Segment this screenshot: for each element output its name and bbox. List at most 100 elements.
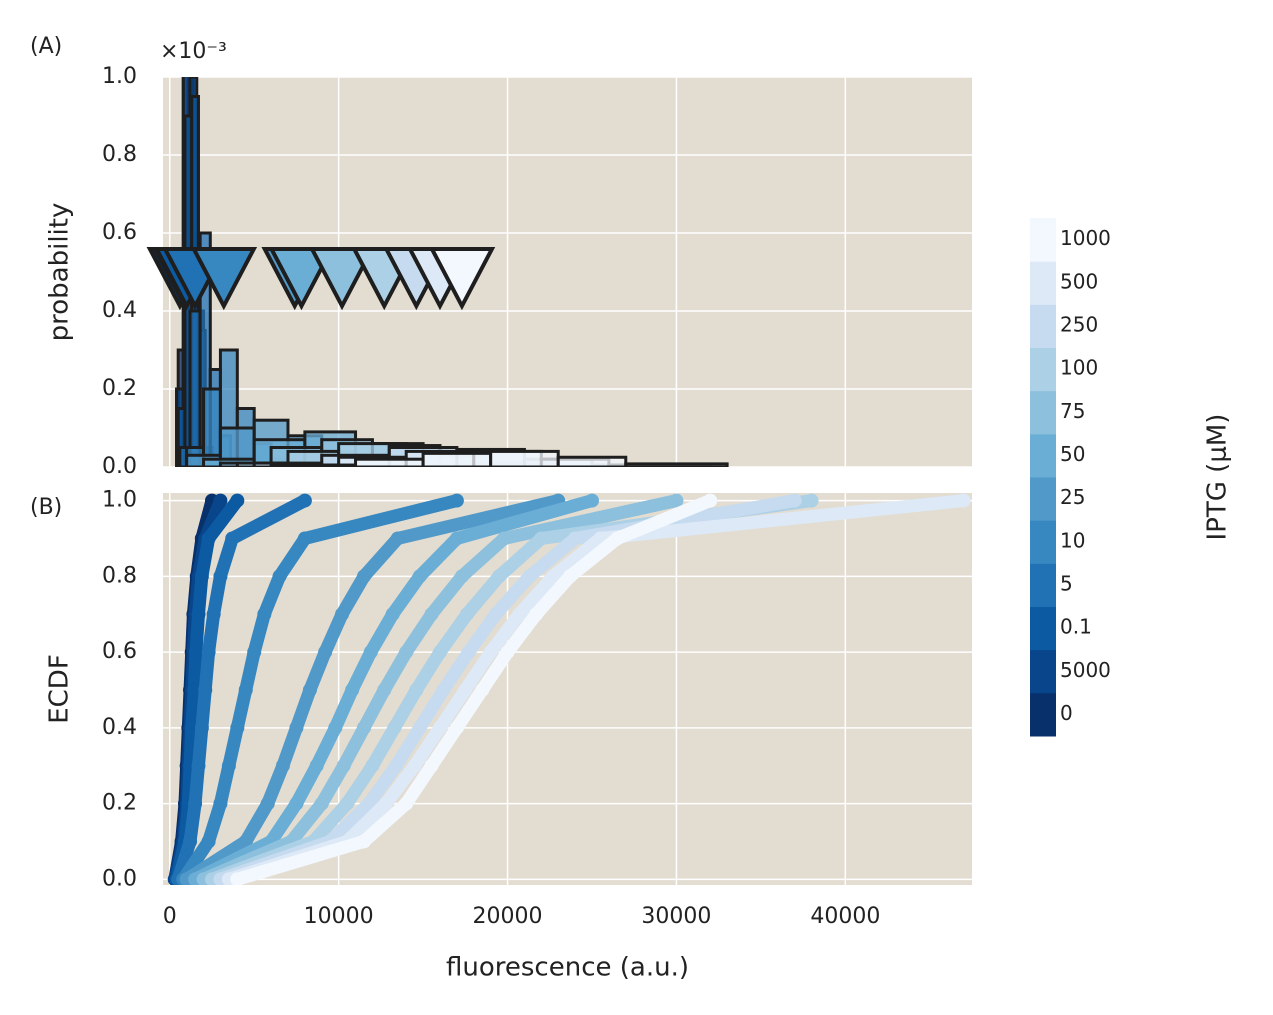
- ecdf-point: [213, 796, 228, 811]
- axis-offset-label: ×10⁻³: [160, 39, 227, 64]
- ecdf-point: [289, 720, 304, 735]
- ecdf-point: [328, 720, 343, 735]
- x-axis-label: fluorescence (a.u.): [446, 953, 689, 983]
- ecdf-point: [424, 607, 439, 622]
- y-tick-label: 0.2: [102, 376, 137, 401]
- ecdf-point: [458, 682, 473, 697]
- ecdf-point: [378, 796, 393, 811]
- ecdf-point: [230, 720, 245, 735]
- y-tick-label: 0.4: [102, 715, 137, 740]
- mean-marker: [190, 247, 258, 311]
- ecdf-point: [669, 493, 684, 508]
- y-tick-label: 1.0: [102, 64, 137, 89]
- ecdf-point: [610, 531, 625, 546]
- ecdf-point: [390, 531, 405, 546]
- ecdf-point: [534, 531, 549, 546]
- legend-label: 50: [1060, 442, 1085, 466]
- y-tick-label: 0.4: [102, 298, 137, 323]
- ecdf-point: [497, 531, 512, 546]
- ecdf-point: [475, 682, 490, 697]
- legend-label: 100: [1060, 356, 1098, 380]
- ecdf-point: [206, 607, 221, 622]
- histogram-bar: [354, 457, 425, 467]
- panel-label: (B): [30, 495, 62, 520]
- ecdf-point: [188, 796, 203, 811]
- ecdf-point: [365, 758, 380, 773]
- ecdf-point: [432, 720, 447, 735]
- x-tick-label: 20000: [473, 904, 543, 929]
- ecdf-point: [407, 758, 422, 773]
- ecdf-point: [432, 645, 447, 660]
- mean-marker: [428, 247, 496, 311]
- colorbar-swatch: [1030, 563, 1056, 607]
- ecdf-point: [412, 569, 427, 584]
- y-tick-label: 0.6: [102, 220, 137, 245]
- y-tick-label: 0.8: [102, 142, 137, 167]
- ecdf-point: [389, 758, 404, 773]
- legend-title: IPTG (μM): [1203, 414, 1233, 541]
- y-tick-label: 0.0: [102, 866, 137, 891]
- ecdf-point: [488, 607, 503, 622]
- histogram-bar: [556, 455, 628, 467]
- ecdf-point: [399, 796, 414, 811]
- ecdf-point: [546, 569, 561, 584]
- y-tick-label: 0.2: [102, 791, 137, 816]
- ecdf-point: [238, 682, 253, 697]
- ecdf-point: [238, 834, 253, 849]
- ecdf-point: [198, 682, 213, 697]
- legend-label: 75: [1060, 399, 1085, 423]
- ecdf-point: [221, 758, 236, 773]
- histogram-bar: [421, 451, 493, 467]
- colorbar-swatch: [1030, 347, 1056, 392]
- y-axis-label: probability: [45, 203, 75, 342]
- ecdf-point: [309, 758, 324, 773]
- colorbar-swatch: [1030, 477, 1056, 521]
- ecdf-point: [362, 796, 377, 811]
- ecdf-point: [449, 531, 464, 546]
- ecdf-point: [804, 493, 819, 508]
- ecdf-point: [460, 607, 475, 622]
- histogram-bar: [188, 309, 202, 467]
- y-tick-label: 0.8: [102, 563, 137, 588]
- ecdf-point: [201, 834, 216, 849]
- ecdf-point: [956, 493, 971, 508]
- ecdf-point: [272, 569, 287, 584]
- ecdf-point: [412, 720, 427, 735]
- ecdf-point: [201, 531, 216, 546]
- ecdf-point: [399, 645, 414, 660]
- ecdf-point: [257, 607, 272, 622]
- ecdf-point: [454, 569, 469, 584]
- histogram-bar: [624, 462, 729, 467]
- ecdf-point: [461, 645, 476, 660]
- ecdf-point: [356, 720, 371, 735]
- ecdf-point: [191, 607, 206, 622]
- ecdf-point: [563, 569, 578, 584]
- ecdf-point: [302, 682, 317, 697]
- ecdf-point: [297, 493, 312, 508]
- ecdf-point: [191, 758, 206, 773]
- ecdf-point: [336, 758, 351, 773]
- ecdf-point: [247, 645, 262, 660]
- ecdf-point: [183, 834, 198, 849]
- ecdf-point: [436, 682, 451, 697]
- ecdf-point: [194, 720, 209, 735]
- legend-label: 250: [1060, 312, 1098, 336]
- ecdf-point: [340, 796, 355, 811]
- colorbar-swatch: [1030, 261, 1056, 305]
- plot-area: [167, 493, 971, 885]
- ecdf-point: [492, 569, 507, 584]
- ecdf-point: [230, 493, 245, 508]
- ecdf-point: [314, 796, 329, 811]
- ecdf-point: [230, 872, 245, 885]
- ecdf-point: [483, 645, 498, 660]
- ecdf-point: [512, 607, 527, 622]
- ecdf-point: [409, 682, 424, 697]
- legend-label: 1000: [1060, 226, 1111, 250]
- colorbar-swatch: [1030, 433, 1056, 478]
- ecdf-point: [289, 796, 304, 811]
- ecdf-point: [522, 569, 537, 584]
- colorbar-swatch: [1030, 304, 1056, 348]
- ecdf-point: [584, 493, 599, 508]
- legend-label: 0.1: [1060, 615, 1092, 639]
- ecdf-point: [187, 682, 202, 697]
